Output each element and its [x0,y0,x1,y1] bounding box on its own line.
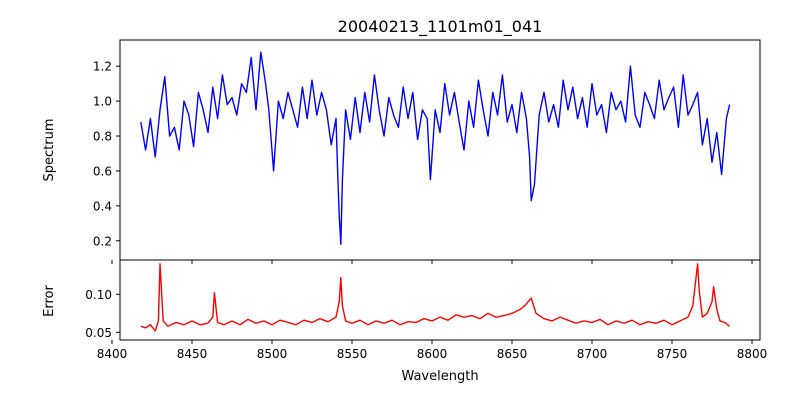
top-y-axis-label: Spectrum [42,119,57,182]
x-axis-label: Wavelength [401,369,478,384]
error-x-tick-label: 8550 [337,347,368,361]
spectrum-y-tick-label: 0.4 [93,199,112,213]
error-x-tick-label: 8500 [257,347,288,361]
error-y-tick-label: 0.05 [85,326,112,340]
bottom-y-axis-label: Error [42,285,57,317]
error-axes-frame [119,259,761,341]
error-x-tick-label: 8650 [497,347,528,361]
spectrum-y-tick-label: 0.6 [93,164,112,178]
error-panel: 0.05 0.10 8400 8450 8500 8550 8600 8650 8700 8750… [85,259,768,361]
error-x-tick-label: 8600 [417,347,448,361]
error-x-tick-label: 8450 [177,347,208,361]
error-x-tick-label: 8400 [97,347,128,361]
error-x-tick-label: 8800 [737,347,768,361]
spectrum-y-tick-label: 1.2 [93,60,112,74]
chart-title: 20040213_1101m01_041 [338,17,543,37]
error-x-tick-label: 8700 [577,347,608,361]
error-series-line [140,263,731,332]
spectrum-series-line [140,51,731,245]
error-x-tick-label: 8750 [657,347,688,361]
spectrum-y-tick-label: 1.0 [93,95,112,109]
spectrum-y-tick-label: 0.2 [93,234,112,248]
spectrum-y-tick-label: 0.8 [93,130,112,144]
error-y-tick-label: 0.10 [85,288,112,302]
